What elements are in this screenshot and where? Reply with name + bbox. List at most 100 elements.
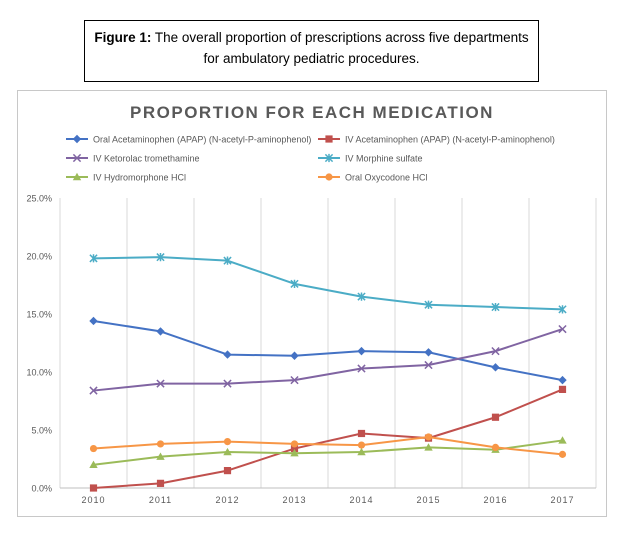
plot-area — [89, 253, 567, 492]
x-tick-label: 2012 — [215, 495, 239, 505]
y-tick-label: 15.0% — [26, 310, 52, 320]
series-line — [93, 328, 563, 392]
data-point — [558, 450, 567, 458]
y-tick-label: 10.0% — [26, 368, 52, 378]
series-group — [89, 433, 567, 458]
legend-item: IV Acetaminophen (APAP) (N-acetyl-P-amin… — [318, 135, 555, 145]
series-group — [89, 324, 567, 395]
data-point — [89, 484, 98, 492]
x-tick-label: 2011 — [149, 495, 172, 505]
x-tick-label: 2010 — [81, 495, 105, 505]
chart-frame: PROPORTION FOR EACH MEDICATION Oral Acet… — [17, 90, 607, 517]
legend-label: Oral Oxycodone HCl — [345, 173, 428, 183]
data-point — [290, 444, 299, 453]
data-point — [89, 460, 98, 468]
data-point — [491, 413, 500, 421]
chart-grid — [59, 198, 597, 489]
legend-marker — [325, 135, 333, 143]
y-tick-label: 5.0% — [31, 426, 52, 436]
data-point — [223, 350, 232, 359]
data-point — [357, 441, 366, 449]
caption-label: Figure 1: — [94, 30, 152, 45]
legend-item: IV Ketorolac tromethamine — [66, 154, 200, 164]
legend-marker — [72, 134, 82, 144]
data-point — [223, 447, 232, 456]
caption-text-1: The overall proportion of prescriptions … — [151, 30, 529, 45]
data-point — [89, 444, 98, 453]
data-point — [223, 467, 232, 475]
y-axis: 0.0% 5.0% 10.0% 15.0% 20.0% 25.0% — [26, 194, 52, 494]
data-point — [290, 449, 299, 457]
y-tick-label: 20.0% — [26, 252, 52, 262]
data-point — [290, 375, 299, 385]
data-point — [89, 386, 98, 395]
data-point — [491, 346, 500, 356]
data-point — [558, 375, 567, 385]
data-point — [290, 351, 299, 360]
series-line — [93, 439, 563, 466]
legend-item: Oral Oxycodone HCl — [318, 173, 428, 183]
series-line — [93, 319, 563, 382]
data-point — [156, 327, 165, 336]
data-point — [223, 256, 232, 265]
data-point — [424, 348, 433, 357]
data-point — [290, 440, 299, 448]
x-tick-label: 2014 — [349, 495, 373, 505]
legend-item: IV Morphine sulfate — [318, 154, 423, 164]
data-point — [223, 438, 232, 446]
data-point — [357, 447, 366, 456]
caption-line-1: Figure 1: The overall proportion of pres… — [85, 27, 538, 48]
x-tick-label: 2013 — [282, 495, 306, 505]
legend-item: Oral Acetaminophen (APAP) (N-acetyl-P-am… — [66, 135, 311, 145]
data-point — [558, 324, 567, 334]
series-line — [93, 435, 563, 456]
data-point — [558, 305, 567, 314]
data-point — [558, 436, 567, 444]
legend-label: Oral Acetaminophen (APAP) (N-acetyl-P-am… — [93, 135, 311, 145]
series-line — [93, 256, 563, 311]
data-point — [89, 254, 98, 263]
figure-caption: Figure 1: The overall proportion of pres… — [84, 20, 539, 82]
chart-legend: Oral Acetaminophen (APAP) (N-acetyl-P-am… — [66, 135, 555, 183]
data-point — [491, 443, 500, 451]
x-tick-label: 2016 — [483, 495, 507, 505]
data-point — [357, 292, 366, 301]
data-point — [357, 364, 366, 373]
data-point — [424, 433, 433, 441]
legend-marker — [324, 153, 334, 163]
data-point — [491, 363, 500, 372]
legend-label: IV Ketorolac tromethamine — [93, 154, 200, 164]
data-point — [357, 346, 366, 356]
caption-line-2: for ambulatory pediatric procedures. — [203, 51, 420, 66]
series-group — [89, 316, 567, 385]
legend-marker — [72, 153, 82, 163]
series-group — [89, 253, 567, 314]
x-tick-label: 2017 — [550, 495, 574, 505]
legend-marker — [72, 172, 82, 181]
series-group — [89, 436, 567, 468]
legend-label: IV Acetaminophen (APAP) (N-acetyl-P-amin… — [345, 135, 555, 145]
data-point — [156, 479, 165, 487]
data-point — [89, 316, 98, 326]
data-point — [491, 302, 500, 312]
x-axis: 2010 2011 2012 2013 2014 2015 2016 2017 — [81, 495, 574, 505]
data-point — [558, 385, 567, 393]
legend-label: IV Hydromorphone HCl — [93, 173, 186, 183]
line-chart: PROPORTION FOR EACH MEDICATION Oral Acet… — [26, 103, 597, 505]
data-point — [156, 452, 165, 460]
data-point — [290, 279, 299, 288]
data-point — [424, 443, 433, 451]
data-point — [424, 360, 433, 370]
legend-item: IV Hydromorphone HCl — [66, 173, 186, 183]
data-point — [156, 440, 165, 448]
data-point — [357, 429, 366, 438]
legend-marker — [325, 173, 333, 181]
data-point — [223, 379, 232, 388]
x-tick-label: 2015 — [416, 495, 440, 505]
data-point — [156, 253, 165, 262]
legend-label: IV Morphine sulfate — [345, 154, 423, 164]
y-tick-label: 25.0% — [26, 194, 52, 204]
data-point — [156, 379, 165, 388]
chart-title: PROPORTION FOR EACH MEDICATION — [130, 103, 494, 122]
y-tick-label: 0.0% — [31, 484, 52, 494]
